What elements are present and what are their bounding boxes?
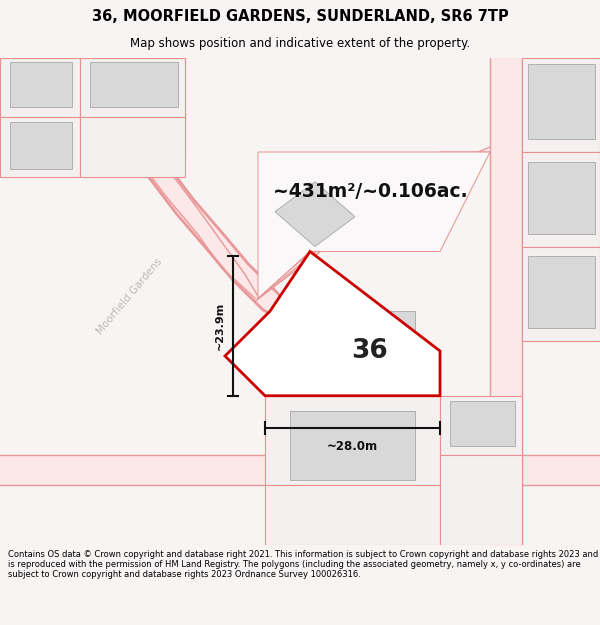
Polygon shape bbox=[440, 396, 522, 456]
Polygon shape bbox=[80, 118, 185, 177]
Text: ~23.9m: ~23.9m bbox=[215, 302, 225, 350]
Polygon shape bbox=[258, 152, 490, 298]
Polygon shape bbox=[90, 62, 178, 107]
Polygon shape bbox=[265, 485, 440, 545]
Text: ~431m²/~0.106ac.: ~431m²/~0.106ac. bbox=[272, 182, 467, 201]
Polygon shape bbox=[528, 162, 595, 234]
Polygon shape bbox=[528, 256, 595, 328]
Text: Contains OS data © Crown copyright and database right 2021. This information is : Contains OS data © Crown copyright and d… bbox=[8, 549, 598, 579]
Text: 36: 36 bbox=[352, 338, 388, 364]
Text: ~28.0m: ~28.0m bbox=[327, 439, 378, 452]
Text: Map shows position and indicative extent of the property.: Map shows position and indicative extent… bbox=[130, 37, 470, 49]
Polygon shape bbox=[225, 251, 440, 396]
Polygon shape bbox=[0, 58, 80, 118]
Polygon shape bbox=[528, 64, 595, 139]
Polygon shape bbox=[522, 152, 600, 246]
Text: 36, MOORFIELD GARDENS, SUNDERLAND, SR6 7TP: 36, MOORFIELD GARDENS, SUNDERLAND, SR6 7… bbox=[92, 9, 508, 24]
Polygon shape bbox=[265, 396, 440, 485]
Polygon shape bbox=[290, 411, 415, 481]
Polygon shape bbox=[450, 401, 515, 446]
Polygon shape bbox=[0, 118, 80, 177]
Polygon shape bbox=[305, 311, 415, 388]
Polygon shape bbox=[522, 246, 600, 341]
Polygon shape bbox=[10, 62, 72, 107]
Polygon shape bbox=[10, 122, 72, 169]
Polygon shape bbox=[275, 182, 355, 246]
Text: Moorfield Gardens: Moorfield Gardens bbox=[95, 256, 164, 336]
Polygon shape bbox=[80, 58, 185, 118]
Polygon shape bbox=[522, 58, 600, 152]
Polygon shape bbox=[440, 456, 522, 545]
